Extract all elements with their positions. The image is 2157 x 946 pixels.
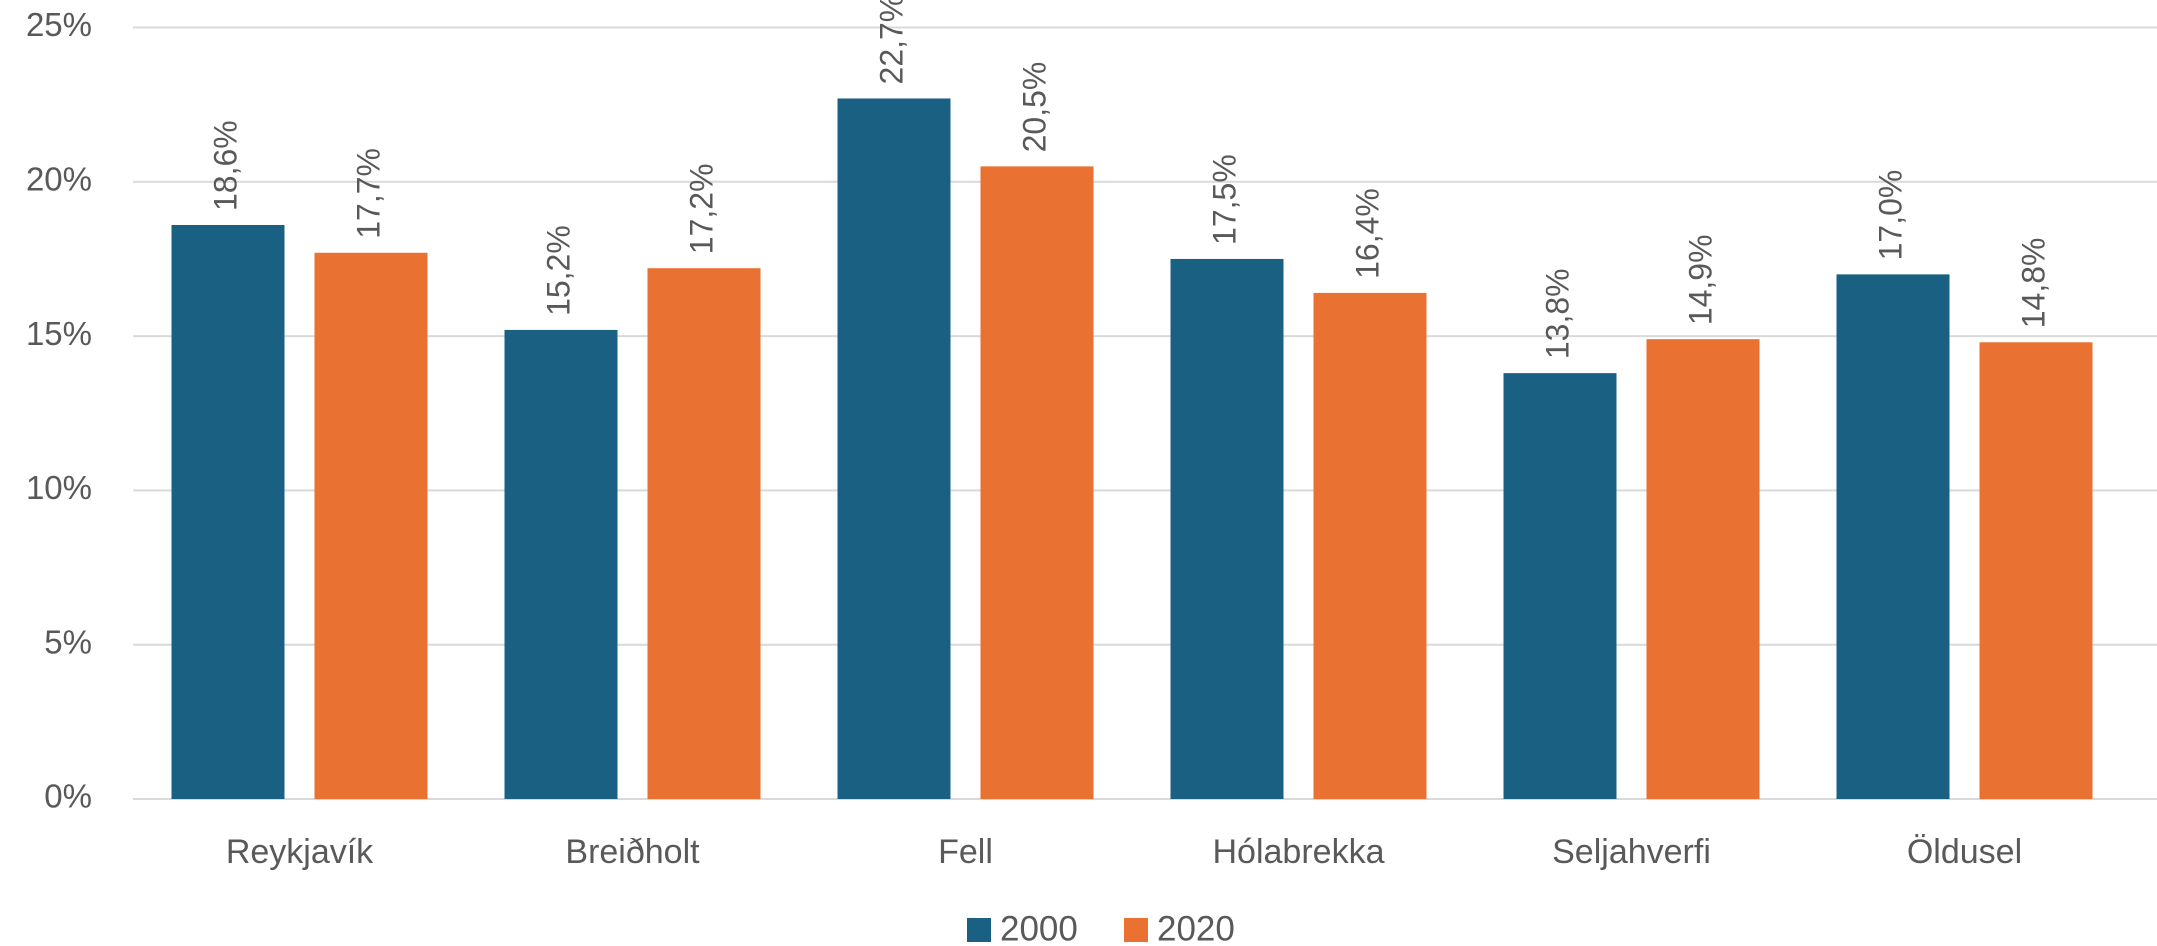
legend-swatch — [1124, 918, 1148, 942]
x-tick-label: Breiðholt — [565, 833, 700, 871]
bar — [1836, 274, 1950, 799]
legend-label: 2020 — [1157, 909, 1235, 946]
y-tick-label: 5% — [44, 623, 92, 660]
data-label: 20,5% — [1016, 62, 1052, 153]
bar — [171, 225, 285, 799]
bar — [980, 166, 1094, 799]
data-label: 18,6% — [207, 120, 243, 211]
bar — [1313, 292, 1427, 799]
data-label: 17,7% — [350, 148, 386, 239]
bar — [504, 329, 618, 799]
data-label: 17,5% — [1206, 154, 1242, 245]
x-tick-label: Seljahverfi — [1552, 833, 1711, 871]
data-label: 15,2% — [540, 225, 576, 316]
legend-label: 2000 — [1000, 909, 1078, 946]
y-tick-label: 20% — [26, 161, 92, 198]
bar — [1646, 339, 1760, 799]
legend-swatch — [967, 918, 991, 942]
y-tick-label: 10% — [26, 469, 92, 506]
data-label: 13,8% — [1539, 268, 1575, 359]
bar — [1503, 373, 1617, 799]
data-label: 14,9% — [1682, 234, 1718, 325]
x-tick-label: Öldusel — [1907, 833, 2022, 871]
bar — [314, 252, 428, 799]
data-label: 17,0% — [1872, 170, 1908, 261]
x-tick-label: Hólabrekka — [1213, 833, 1385, 871]
y-tick-label: 0% — [44, 778, 92, 815]
bar — [1979, 342, 2093, 799]
data-label: 16,4% — [1349, 188, 1385, 279]
bar — [647, 268, 761, 799]
data-label: 14,8% — [2015, 238, 2051, 329]
x-tick-label: Reykjavík — [226, 833, 374, 871]
y-tick-label: 15% — [26, 315, 92, 352]
data-label: 22,7% — [873, 0, 909, 84]
bar — [1170, 258, 1284, 799]
data-label: 17,2% — [683, 163, 719, 254]
y-tick-label: 25% — [26, 6, 92, 43]
bar — [837, 98, 951, 799]
x-tick-label: Fell — [938, 833, 993, 871]
